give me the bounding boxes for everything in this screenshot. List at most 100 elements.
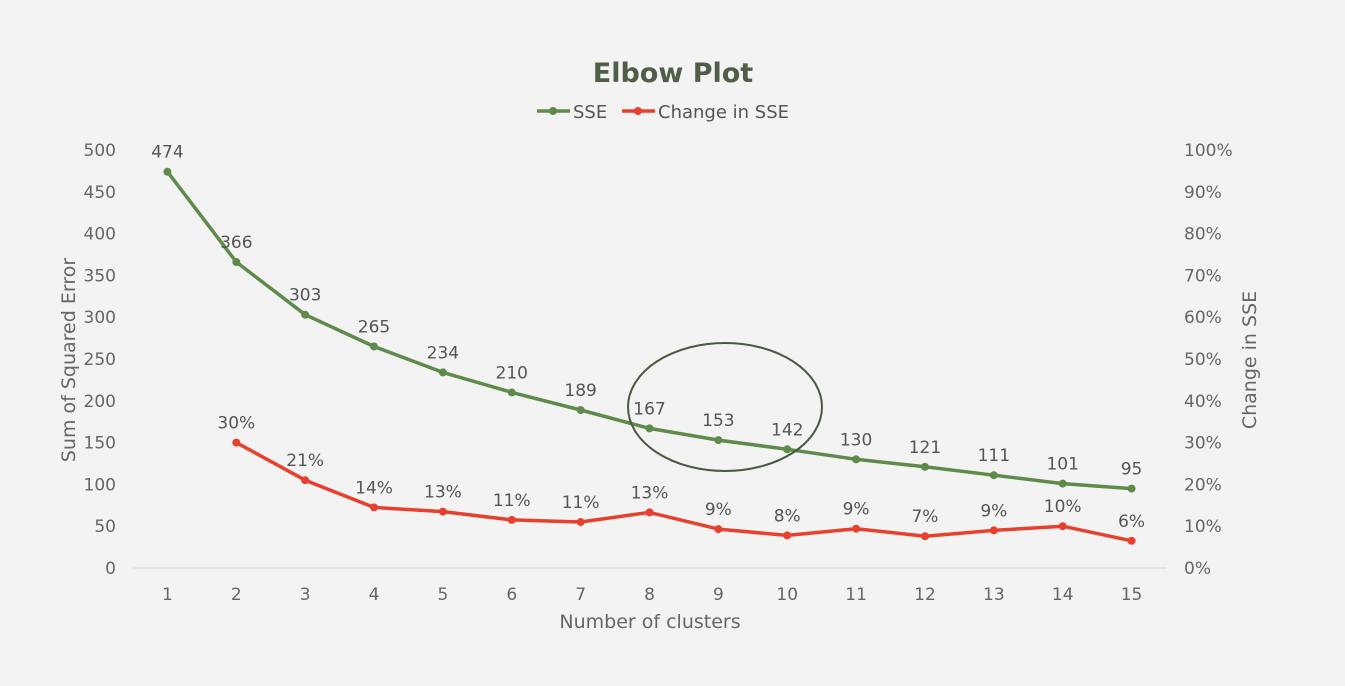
y2-tick-label: 40% xyxy=(1184,392,1222,412)
x-tick-label: 7 xyxy=(575,585,586,605)
x-tick-label: 11 xyxy=(845,585,867,605)
data-label: 10% xyxy=(1044,497,1082,517)
data-point xyxy=(921,532,929,540)
legend: SSE Change in SSE xyxy=(537,102,789,123)
data-point xyxy=(370,342,378,350)
series-sse: 474 366 303 265 234 210 189 167 153 142 130 121 111 1… xyxy=(151,143,1142,493)
x-tick-label: 14 xyxy=(1052,585,1074,605)
data-point xyxy=(577,406,585,414)
data-point xyxy=(439,368,447,376)
x-tick-label: 2 xyxy=(231,585,242,605)
data-label: 210 xyxy=(496,363,528,383)
y2-tick-label: 70% xyxy=(1184,266,1222,286)
y2-tick-label: 100% xyxy=(1184,141,1233,161)
data-label: 130 xyxy=(840,430,872,450)
y2-tick-label: 20% xyxy=(1184,475,1222,495)
y2-tick-label: 30% xyxy=(1184,434,1222,454)
data-point xyxy=(714,525,722,533)
data-point xyxy=(1128,537,1136,545)
data-point xyxy=(370,503,378,511)
data-label: 9% xyxy=(843,500,870,520)
x-tick-label: 4 xyxy=(369,585,380,605)
y2-axis-title: Change in SSE xyxy=(1239,291,1261,429)
data-point xyxy=(646,508,654,516)
data-label: 11% xyxy=(493,491,531,511)
legend-marker-sse xyxy=(549,107,557,115)
series-line xyxy=(167,172,1131,489)
y-tick-label: 400 xyxy=(84,225,116,245)
data-point xyxy=(1059,480,1067,488)
y-tick-label: 250 xyxy=(84,350,116,370)
data-point xyxy=(163,168,171,176)
data-point xyxy=(232,439,240,447)
data-label: 474 xyxy=(151,143,183,163)
data-label: 11% xyxy=(562,493,600,513)
x-tick-label: 13 xyxy=(983,585,1005,605)
data-point xyxy=(1059,522,1067,530)
y-tick-label: 0 xyxy=(105,559,116,579)
y2-tick-label: 0% xyxy=(1184,559,1211,579)
legend-item-change-in-sse: Change in SSE xyxy=(622,102,789,123)
y2-tick-label: 50% xyxy=(1184,350,1222,370)
data-label: 9% xyxy=(980,501,1007,521)
data-point xyxy=(852,455,860,463)
y-tick-label: 150 xyxy=(84,434,116,454)
data-point xyxy=(646,424,654,432)
data-point xyxy=(783,531,791,539)
chart-title: Elbow Plot xyxy=(593,58,754,89)
y2-tick-label: 10% xyxy=(1184,517,1222,537)
y-axis-title: Sum of Squared Error xyxy=(58,258,80,462)
y-tick-label: 200 xyxy=(84,392,116,412)
y-tick-label: 450 xyxy=(84,183,116,203)
series-layer: 474 366 303 265 234 210 189 167 153 142 130 121 111 1… xyxy=(151,143,1145,545)
x-axis-ticks: 1 2 3 4 5 6 7 8 9 10 11 12 13 14 15 xyxy=(162,585,1142,605)
data-label: 234 xyxy=(427,343,459,363)
data-label: 189 xyxy=(564,381,596,401)
y2-tick-label: 80% xyxy=(1184,225,1222,245)
data-point xyxy=(232,258,240,266)
data-point xyxy=(1128,485,1136,493)
data-label: 21% xyxy=(286,451,324,471)
x-tick-label: 12 xyxy=(914,585,936,605)
data-point xyxy=(508,388,516,396)
data-label: 8% xyxy=(774,506,801,526)
y-tick-label: 350 xyxy=(84,266,116,286)
data-label: 265 xyxy=(358,317,390,337)
data-label: 7% xyxy=(911,507,938,527)
data-label: 303 xyxy=(289,286,321,306)
data-label: 121 xyxy=(909,438,941,458)
data-point xyxy=(852,525,860,533)
y-axis-ticks: 0 50 100 150 200 250 300 350 400 450 500 xyxy=(84,141,116,579)
data-point xyxy=(439,508,447,516)
y2-tick-label: 90% xyxy=(1184,183,1222,203)
data-point xyxy=(714,436,722,444)
x-tick-label: 3 xyxy=(300,585,311,605)
x-tick-label: 15 xyxy=(1121,585,1143,605)
y-tick-label: 100 xyxy=(84,475,116,495)
data-label: 14% xyxy=(355,478,393,498)
data-label: 30% xyxy=(217,414,255,434)
data-label: 6% xyxy=(1118,512,1145,532)
data-label: 142 xyxy=(771,420,803,440)
x-tick-label: 10 xyxy=(776,585,798,605)
data-point xyxy=(921,463,929,471)
data-point xyxy=(783,445,791,453)
y2-axis-ticks: 0% 10% 20% 30% 40% 50% 60% 70% 80% 90% 100% xyxy=(1184,141,1233,579)
x-tick-label: 5 xyxy=(437,585,448,605)
data-point xyxy=(301,311,309,319)
data-label: 9% xyxy=(705,500,732,520)
legend-label-sse: SSE xyxy=(573,102,607,123)
x-tick-label: 1 xyxy=(162,585,173,605)
data-label: 366 xyxy=(220,233,252,253)
data-point xyxy=(301,476,309,484)
legend-marker-change-in-sse xyxy=(634,107,642,115)
data-label: 111 xyxy=(978,446,1010,466)
legend-item-sse: SSE xyxy=(537,102,607,123)
data-label: 167 xyxy=(633,399,665,419)
x-tick-label: 8 xyxy=(644,585,655,605)
x-tick-label: 9 xyxy=(713,585,724,605)
y-tick-label: 500 xyxy=(84,141,116,161)
data-label: 153 xyxy=(702,411,734,431)
legend-label-change-in-sse: Change in SSE xyxy=(658,102,789,123)
